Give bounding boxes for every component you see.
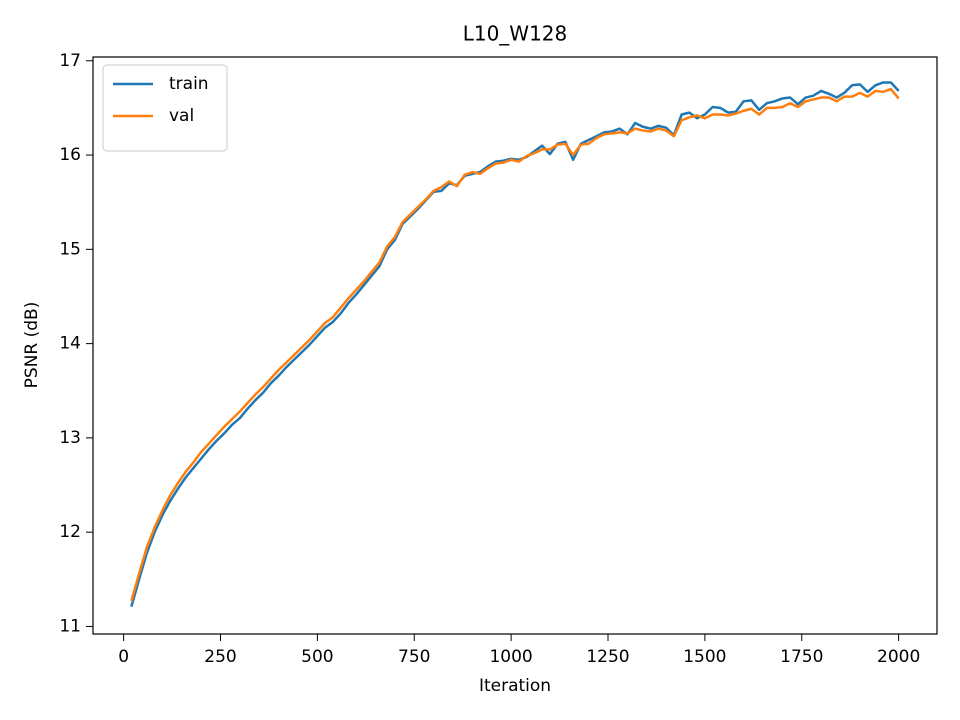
- y-axis-label: PSNR (dB): [22, 302, 42, 389]
- y-tick-label: 13: [59, 428, 81, 448]
- x-tick-label: 0: [118, 647, 129, 667]
- x-tick-label: 1500: [683, 647, 726, 667]
- y-tick-label: 16: [59, 145, 81, 165]
- line-series: [130, 81, 900, 608]
- y-tick-label: 17: [59, 51, 81, 71]
- x-tick-label: 2000: [877, 647, 920, 667]
- legend-label: val: [169, 106, 194, 126]
- legend-label: train: [169, 74, 209, 94]
- y-tick-label: 12: [59, 522, 81, 542]
- y-tick-label: 15: [59, 239, 81, 259]
- line-series: [130, 87, 900, 602]
- x-axis-label: Iteration: [479, 676, 551, 696]
- x-tick-label: 1000: [489, 647, 532, 667]
- y-tick-label: 11: [59, 616, 81, 636]
- legend-box: [102, 64, 228, 152]
- y-tick-label: 14: [59, 334, 81, 354]
- x-tick-label: 750: [398, 647, 430, 667]
- x-tick-label: 1250: [586, 647, 629, 667]
- x-tick-label: 1750: [780, 647, 823, 667]
- plot-frame: [92, 56, 938, 635]
- x-tick-label: 250: [204, 647, 236, 667]
- x-tick-label: 500: [301, 647, 333, 667]
- chart-title: L10_W128: [463, 22, 568, 46]
